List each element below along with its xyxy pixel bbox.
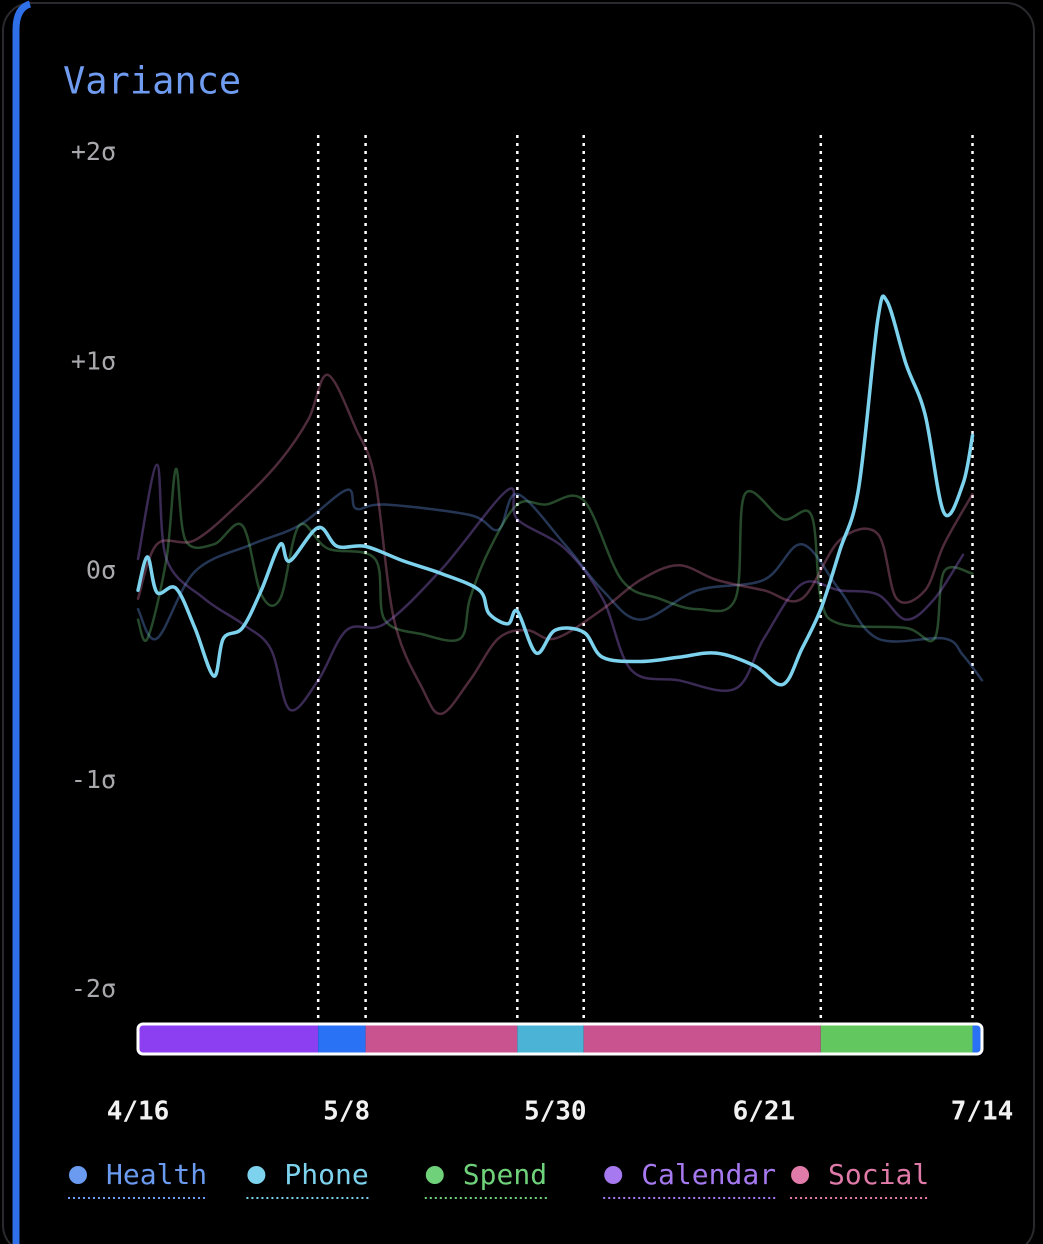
legend-label: Social [828, 1158, 929, 1191]
accent-border [12, 0, 32, 1244]
legend-item[interactable]: Spend [424, 1158, 548, 1199]
segment [517, 1024, 584, 1054]
legend-item[interactable]: Health [68, 1158, 208, 1199]
x-tick-label: 6/21 [733, 1097, 796, 1127]
series-line [136, 463, 965, 712]
legend-item[interactable]: Calendar [603, 1158, 777, 1199]
segment-bar [138, 1024, 982, 1054]
legend-dot [425, 1166, 444, 1184]
segment [138, 1024, 319, 1054]
y-tick-label: -1σ [71, 765, 116, 794]
y-tick-label: +2σ [71, 137, 116, 166]
legend-label: Health [106, 1158, 207, 1191]
x-tick-label: 4/16 [107, 1097, 170, 1127]
segment [820, 1024, 973, 1054]
segment [318, 1024, 366, 1054]
series-line [136, 488, 984, 682]
x-tick-label: 5/8 [323, 1097, 370, 1127]
y-tick-label: +1σ [71, 346, 116, 375]
x-tick-label: 5/30 [524, 1097, 587, 1127]
legend-item[interactable]: Social [790, 1158, 930, 1199]
chart-title: Variance [63, 60, 241, 103]
legend-dot [791, 1166, 810, 1184]
segment [972, 1024, 982, 1054]
legend-item[interactable]: Phone [246, 1158, 369, 1199]
legend-dot [69, 1166, 87, 1184]
series-line [136, 373, 974, 716]
segment [365, 1024, 518, 1054]
legend-dot [247, 1166, 266, 1184]
series-line [136, 467, 974, 643]
y-tick-label: 0σ [86, 556, 116, 585]
y-tick-label: -2σ [71, 974, 116, 1003]
legend-label: Spend [463, 1158, 547, 1191]
legend-label: Phone [284, 1158, 368, 1191]
x-tick-label: 7/14 [951, 1097, 1014, 1127]
legend-dot [604, 1166, 623, 1184]
legend-label: Calendar [641, 1158, 776, 1191]
segment [583, 1024, 821, 1054]
segment-bar-border [136, 1022, 984, 1056]
series-line [136, 294, 975, 687]
